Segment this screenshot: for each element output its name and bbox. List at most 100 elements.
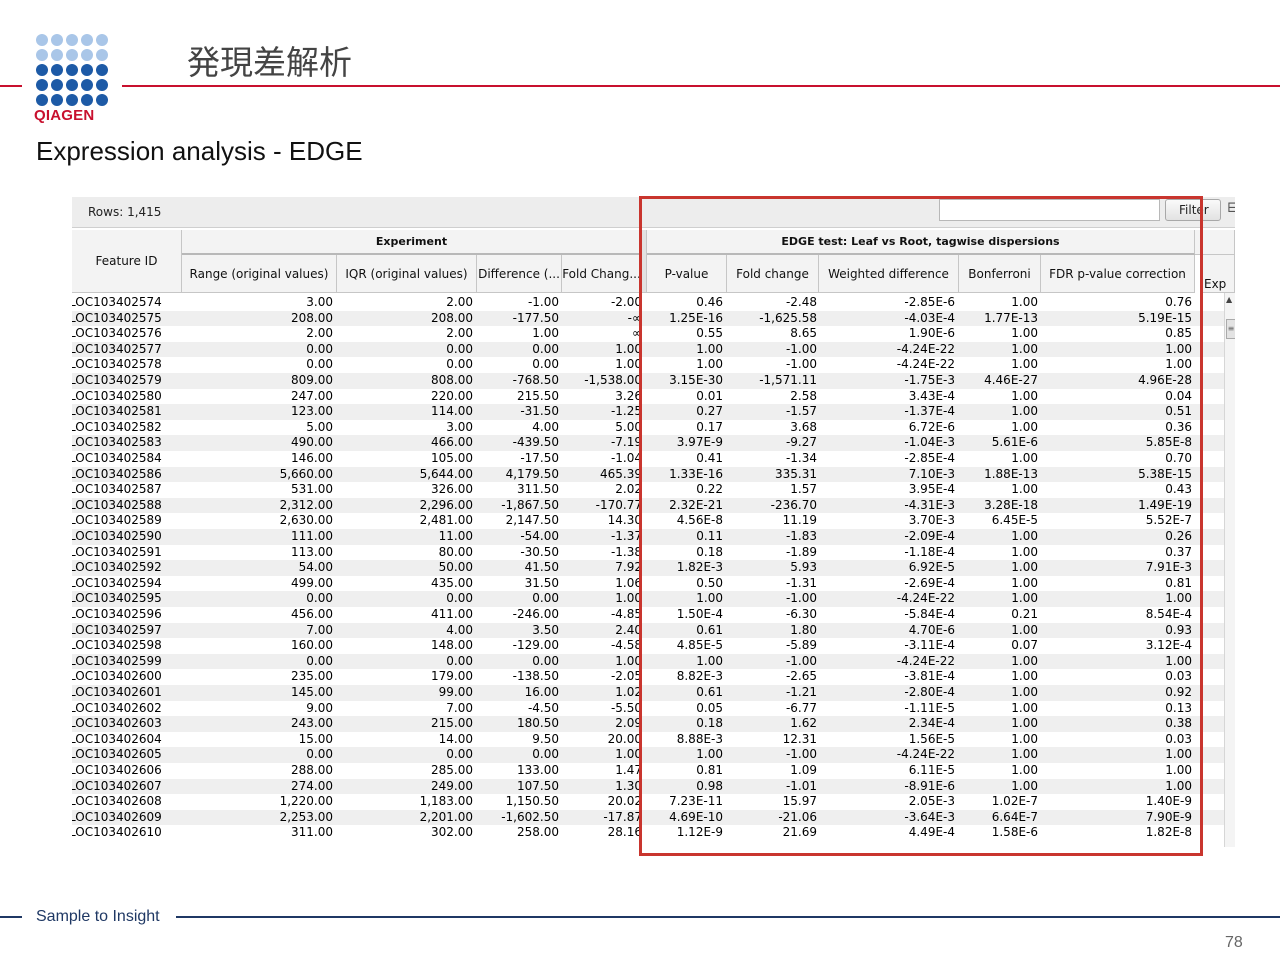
cell-pvalue: 1.00 (696, 653, 723, 668)
cell-difference: 258.00 (517, 825, 559, 840)
table-row[interactable]: LOC103402583 490.00 466.00 -439.50 -7.19 3.97… (72, 435, 1235, 451)
cell-weighted-difference: 2.05E-3 (908, 794, 955, 809)
cell-weighted-difference: -2.69E-4 (904, 575, 955, 590)
cell-fdr: 0.93 (1165, 622, 1192, 637)
table-row[interactable]: LOC103402591 113.00 80.00 -30.50 -1.38 0.18 -1… (72, 545, 1235, 561)
table-row[interactable]: LOC103402580 247.00 220.00 215.50 3.26 0.01 2.… (72, 389, 1235, 405)
cell-range: 247.00 (291, 388, 333, 403)
header-weighted-difference[interactable]: Weighted difference (819, 255, 959, 293)
table-row[interactable]: LOC103402608 1,220.00 1,183.00 1,150.50 20.0… (72, 794, 1235, 810)
logo-dot (66, 64, 78, 76)
cell-weighted-difference: -4.24E-22 (896, 357, 955, 372)
cell-fold-change-experiment: 1.00 (615, 357, 642, 372)
cell-weighted-difference: -5.84E-4 (904, 607, 955, 621)
table-row[interactable]: LOC103402588 2,312.00 2,296.00 -1,867.50 -17… (72, 497, 1235, 514)
cell-fold-change-experiment: -1.04 (610, 451, 642, 465)
cell-fold-change: -6.30 (785, 607, 817, 621)
table-row[interactable]: LOC103402579 809.00 808.00 -768.50 -1,538.00… (72, 373, 1235, 389)
column-menu-icon[interactable]: ⋿ (1227, 201, 1235, 216)
cell-feature-id: LOC103402605 (72, 747, 162, 762)
cell-range: 490.00 (291, 435, 333, 450)
table-row[interactable]: LOC103402581 123.00 114.00 -31.50 -1.25 0.27 -… (72, 404, 1235, 420)
cell-bonferroni: 1.00 (1011, 700, 1038, 715)
table-row[interactable]: LOC103402574 3.00 2.00 -1.00 -2.00 0.46 -2.48 -… (72, 295, 1235, 311)
table-row[interactable]: LOC103402606 288.00 285.00 133.00 1.47 0.81 1.… (72, 763, 1235, 779)
table-row[interactable]: LOC103402596 456.00 411.00 -246.00 -4.85 1.50… (72, 607, 1235, 623)
cell-fold-change: -6.77 (785, 700, 817, 715)
table-row[interactable]: LOC103402592 54.00 50.00 41.50 7.92 1.82E-3 5.… (72, 560, 1235, 576)
cell-iqr: 114.00 (431, 404, 473, 419)
table-row[interactable]: LOC103402600 235.00 179.00 -138.50 -2.05 8.82… (72, 669, 1235, 685)
vertical-scrollbar[interactable]: ▲ ≡ (1224, 293, 1235, 847)
table-row[interactable]: LOC103402595 0.00 0.00 0.00 1.00 1.00 -1.00 -4.… (72, 591, 1235, 607)
cell-iqr: 179.00 (431, 669, 473, 684)
cell-fdr: 8.54E-4 (1145, 607, 1192, 621)
header-pvalue[interactable]: P-value (647, 255, 727, 293)
cell-range: 311.00 (291, 825, 333, 840)
cell-fdr: 1.00 (1165, 357, 1192, 372)
table-row[interactable]: LOC103402575 208.00 208.00 -177.50 -∞ 1.25E-1… (72, 310, 1235, 327)
header-fold-change[interactable]: Fold change (727, 255, 819, 293)
cell-feature-id: LOC103402580 (72, 388, 162, 403)
table-row[interactable]: LOC103402599 0.00 0.00 0.00 1.00 1.00 -1.00 -4.… (72, 653, 1235, 670)
cell-feature-id: LOC103402608 (72, 794, 162, 809)
cell-difference: 0.00 (532, 747, 559, 762)
table-row[interactable]: LOC103402577 0.00 0.00 0.00 1.00 1.00 -1.00 -4.… (72, 341, 1235, 358)
logo-dot (66, 79, 78, 91)
cell-pvalue: 1.82E-3 (676, 560, 723, 575)
logo-dot (51, 64, 63, 76)
header-feature-id[interactable]: Feature ID (72, 230, 182, 293)
cell-fold-change-experiment: 20.02 (607, 794, 642, 809)
cell-bonferroni: 1.00 (1011, 404, 1038, 419)
header-fold-change-experiment[interactable]: Fold Chang... (562, 255, 642, 293)
cell-fold-change: 15.97 (782, 794, 817, 809)
header-difference[interactable]: Difference (... (477, 255, 562, 293)
cell-fdr: 0.92 (1165, 685, 1192, 699)
scroll-up-arrow-icon[interactable]: ▲ (1226, 295, 1233, 304)
cell-weighted-difference: -4.31E-3 (904, 497, 955, 512)
header-range[interactable]: Range (original values) (182, 255, 337, 293)
filter-input[interactable] (939, 199, 1160, 221)
cell-fdr: 5.19E-15 (1138, 310, 1192, 325)
table-row[interactable]: LOC103402584 146.00 105.00 -17.50 -1.04 0.41 -… (72, 451, 1235, 467)
cell-fold-change: -1.00 (785, 653, 817, 668)
cell-weighted-difference: -4.24E-22 (896, 591, 955, 606)
cell-iqr: 7.00 (446, 700, 473, 715)
cell-bonferroni: 0.07 (1011, 638, 1038, 653)
table-row[interactable]: LOC103402602 9.00 7.00 -4.50 -5.50 0.05 -6.77 -… (72, 701, 1235, 717)
table-row[interactable]: LOC103402598 160.00 148.00 -129.00 -4.58 4.85… (72, 638, 1235, 654)
table-row[interactable]: LOC103402607 274.00 249.00 107.50 1.30 0.98 -1… (72, 778, 1235, 795)
header-fdr[interactable]: FDR p-value correction (1041, 255, 1195, 293)
table-row[interactable]: LOC103402601 145.00 99.00 16.00 1.02 0.61 -1.2… (72, 685, 1235, 701)
table-row[interactable]: LOC103402578 0.00 0.00 0.00 1.00 1.00 -1.00 -4.… (72, 357, 1235, 373)
table-row[interactable]: LOC103402589 2,630.00 2,481.00 2,147.50 14.3… (72, 513, 1235, 529)
table-row[interactable]: LOC103402604 15.00 14.00 9.50 20.00 8.88E-3 12… (72, 732, 1235, 748)
header-bonferroni[interactable]: Bonferroni (959, 255, 1041, 293)
cell-range: 146.00 (291, 451, 333, 465)
cell-pvalue: 1.33E-16 (669, 466, 723, 481)
table-row[interactable]: LOC103402586 5,660.00 5,644.00 4,179.50 465.… (72, 466, 1235, 483)
cell-difference: 31.50 (524, 575, 559, 590)
table-row[interactable]: LOC103402576 2.00 2.00 1.00 ∞ 0.55 8.65 1.90E-6… (72, 326, 1235, 342)
cell-difference: 41.50 (524, 560, 559, 575)
header-iqr[interactable]: IQR (original values) (337, 255, 477, 293)
header-next-partial[interactable]: Exp (1202, 255, 1235, 293)
table-row[interactable]: LOC103402582 5.00 3.00 4.00 5.00 0.17 3.68 6.72… (72, 420, 1235, 436)
cell-fold-change-experiment: 2.09 (615, 716, 642, 731)
cell-pvalue: 2.32E-21 (669, 497, 723, 512)
logo-dot (36, 79, 48, 91)
table-row[interactable]: LOC103402590 111.00 11.00 -54.00 -1.37 0.11 -1… (72, 529, 1235, 545)
scrollbar-thumb[interactable]: ≡ (1226, 319, 1235, 339)
cell-fold-change-experiment: 20.00 (607, 731, 642, 746)
cell-range: 0.00 (306, 653, 333, 668)
table-row[interactable]: LOC103402610 311.00 302.00 258.00 28.16 1.12E… (72, 825, 1235, 841)
table-row[interactable]: LOC103402603 243.00 215.00 180.50 2.09 0.18 1.… (72, 716, 1235, 732)
table-row[interactable]: LOC103402594 499.00 435.00 31.50 1.06 0.50 -1.… (72, 576, 1235, 592)
table-row[interactable]: LOC103402609 2,253.00 2,201.00 -1,602.50 -17… (72, 809, 1235, 826)
header-group-edge: EDGE test: Leaf vs Root, tagwise dispers… (647, 230, 1195, 255)
cell-weighted-difference: 4.49E-4 (908, 825, 955, 840)
cell-range: 288.00 (291, 763, 333, 777)
table-row[interactable]: LOC103402605 0.00 0.00 0.00 1.00 1.00 -1.00 -4.… (72, 747, 1235, 763)
table-row[interactable]: LOC103402597 7.00 4.00 3.50 2.40 0.61 1.80 4.70… (72, 622, 1235, 639)
table-row[interactable]: LOC103402587 531.00 326.00 311.50 2.02 0.22 1.… (72, 482, 1235, 498)
